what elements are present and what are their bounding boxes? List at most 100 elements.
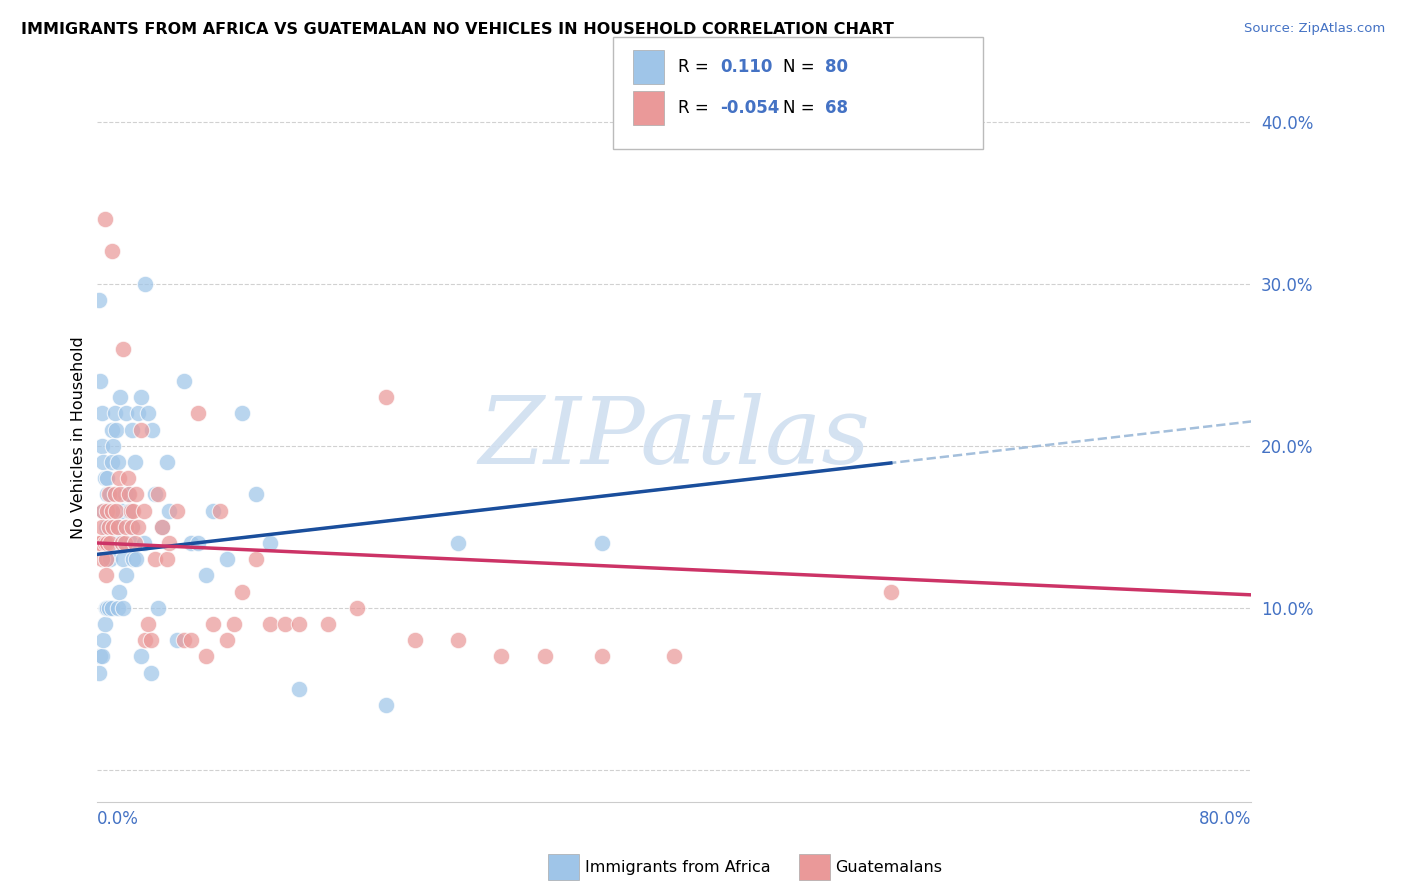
Point <box>180 536 202 550</box>
Point <box>111 536 134 550</box>
Text: 0.0%: 0.0% <box>97 811 139 829</box>
Point <box>664 649 686 664</box>
Point <box>97 600 120 615</box>
Text: IMMIGRANTS FROM AFRICA VS GUATEMALAN NO VEHICLES IN HOUSEHOLD CORRELATION CHART: IMMIGRANTS FROM AFRICA VS GUATEMALAN NO … <box>21 22 894 37</box>
Point <box>150 520 173 534</box>
Point <box>91 503 114 517</box>
Text: 80.0%: 80.0% <box>1199 811 1251 829</box>
Text: 0.110: 0.110 <box>720 58 772 76</box>
Point <box>91 633 114 648</box>
Point <box>107 455 129 469</box>
Point <box>201 617 224 632</box>
Point <box>180 633 202 648</box>
Point <box>129 649 152 664</box>
Point <box>94 568 117 582</box>
Point <box>98 487 121 501</box>
Point <box>105 536 128 550</box>
Point <box>87 293 110 307</box>
Point <box>112 600 135 615</box>
Point <box>404 633 426 648</box>
Text: Guatemalans: Guatemalans <box>835 860 942 874</box>
Text: 68: 68 <box>825 99 848 117</box>
Point <box>127 520 149 534</box>
Point <box>97 503 120 517</box>
Point <box>91 503 114 517</box>
Point <box>115 520 138 534</box>
Point <box>217 552 239 566</box>
Point <box>115 406 138 420</box>
Text: Immigrants from Africa: Immigrants from Africa <box>585 860 770 874</box>
Point <box>155 552 177 566</box>
Point <box>115 568 138 582</box>
Text: Source: ZipAtlas.com: Source: ZipAtlas.com <box>1244 22 1385 36</box>
Point <box>98 536 121 550</box>
Point <box>217 633 239 648</box>
Point <box>104 487 127 501</box>
Point <box>90 552 112 566</box>
Point <box>159 536 181 550</box>
Point <box>125 487 148 501</box>
Text: ZIPatlas: ZIPatlas <box>478 392 870 483</box>
Point <box>93 211 115 226</box>
Point <box>117 471 139 485</box>
Point <box>112 342 135 356</box>
Point <box>89 374 111 388</box>
Point <box>245 552 267 566</box>
Point <box>97 536 120 550</box>
Point <box>117 487 139 501</box>
Point <box>124 536 146 550</box>
Point <box>194 649 217 664</box>
Point <box>94 552 117 566</box>
Point <box>103 439 125 453</box>
Point <box>159 503 181 517</box>
Point <box>166 503 188 517</box>
Point <box>259 617 281 632</box>
Point <box>129 390 152 404</box>
Point <box>201 503 224 517</box>
Point <box>533 649 555 664</box>
Point <box>96 487 118 501</box>
Text: N =: N = <box>783 58 814 76</box>
Text: R =: R = <box>678 99 709 117</box>
Point <box>103 520 125 534</box>
Point <box>134 633 156 648</box>
Point <box>96 600 118 615</box>
Point <box>447 633 470 648</box>
Point <box>136 617 159 632</box>
Point <box>132 536 155 550</box>
Point <box>108 584 131 599</box>
Point <box>93 617 115 632</box>
Point <box>122 552 145 566</box>
Point <box>374 390 396 404</box>
Point <box>90 406 112 420</box>
Point <box>90 520 112 534</box>
Point <box>120 536 142 550</box>
Point <box>87 665 110 680</box>
Point <box>224 617 246 632</box>
Point <box>101 455 124 469</box>
Point <box>114 536 136 550</box>
Point <box>121 423 143 437</box>
Point <box>187 536 209 550</box>
Point <box>101 600 124 615</box>
Point <box>107 600 129 615</box>
Point <box>93 471 115 485</box>
Point <box>111 503 134 517</box>
Point <box>104 406 127 420</box>
Point <box>143 552 166 566</box>
Point <box>94 600 117 615</box>
Point <box>89 536 111 550</box>
Point <box>127 406 149 420</box>
Point <box>139 633 162 648</box>
Point <box>591 649 613 664</box>
Point <box>141 423 163 437</box>
Point <box>103 520 125 534</box>
Point <box>96 471 118 485</box>
Text: 80: 80 <box>825 58 848 76</box>
Point <box>101 244 124 259</box>
Point <box>122 520 145 534</box>
Point <box>274 617 297 632</box>
Point <box>194 568 217 582</box>
Point <box>94 552 117 566</box>
Point <box>231 406 253 420</box>
